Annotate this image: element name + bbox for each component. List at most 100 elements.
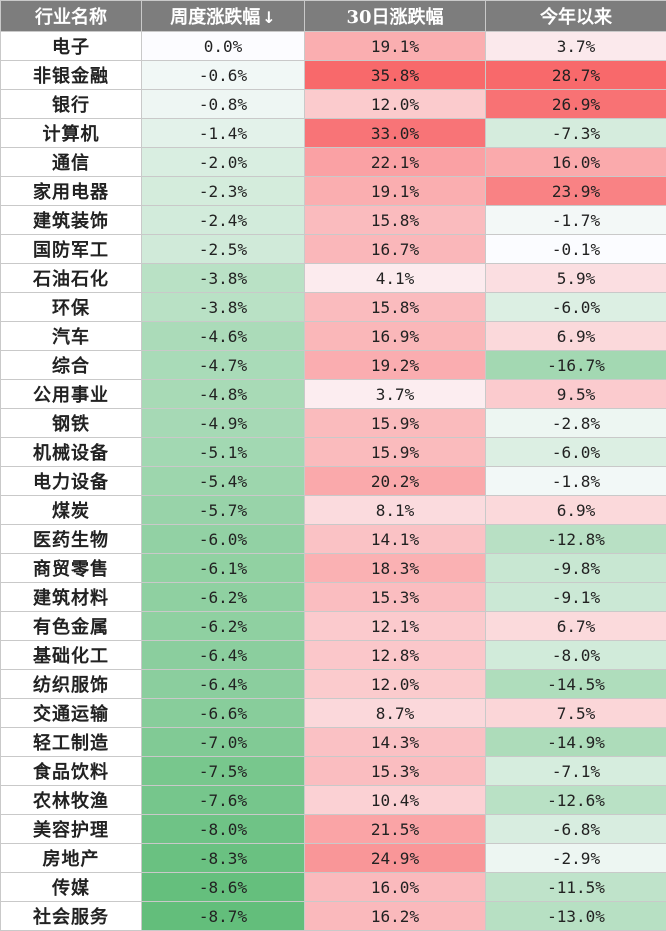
table-row: 交通运输-6.6%8.7%7.5% <box>1 699 666 728</box>
industry-name-cell: 家用电器 <box>1 177 142 206</box>
30day-change-cell: 14.3% <box>305 728 486 757</box>
table-row: 环保-3.8%15.8%-6.0% <box>1 293 666 322</box>
industry-name-cell: 环保 <box>1 293 142 322</box>
weekly-change-cell: -5.1% <box>142 438 305 467</box>
industry-name-cell: 轻工制造 <box>1 728 142 757</box>
industry-name-cell: 建筑装饰 <box>1 206 142 235</box>
ytd-change-cell: -6.0% <box>486 293 666 322</box>
sort-descending-icon[interactable]: ↓ <box>262 8 275 27</box>
ytd-change-cell: 3.7% <box>486 32 666 61</box>
table-row: 食品饮料-7.5%15.3%-7.1% <box>1 757 666 786</box>
industry-name-cell: 医药生物 <box>1 525 142 554</box>
industry-name-cell: 美容护理 <box>1 815 142 844</box>
30day-change-cell: 12.0% <box>305 670 486 699</box>
30day-change-cell: 20.2% <box>305 467 486 496</box>
30day-change-cell: 15.9% <box>305 409 486 438</box>
industry-name-cell: 综合 <box>1 351 142 380</box>
table-row: 银行-0.8%12.0%26.9% <box>1 90 666 119</box>
weekly-change-cell: -5.4% <box>142 467 305 496</box>
industry-name-cell: 银行 <box>1 90 142 119</box>
table-row: 医药生物-6.0%14.1%-12.8% <box>1 525 666 554</box>
table-row: 家用电器-2.3%19.1%23.9% <box>1 177 666 206</box>
ytd-change-cell: -16.7% <box>486 351 666 380</box>
weekly-change-cell: -7.0% <box>142 728 305 757</box>
ytd-change-cell: -14.9% <box>486 728 666 757</box>
industry-name-cell: 食品饮料 <box>1 757 142 786</box>
30day-change-cell: 15.8% <box>305 293 486 322</box>
30day-change-cell: 15.8% <box>305 206 486 235</box>
industry-name-cell: 通信 <box>1 148 142 177</box>
weekly-change-cell: -2.5% <box>142 235 305 264</box>
industry-name-cell: 商贸零售 <box>1 554 142 583</box>
industry-name-cell: 非银金融 <box>1 61 142 90</box>
header-industry-name[interactable]: 行业名称 <box>1 1 142 32</box>
table-row: 纺织服饰-6.4%12.0%-14.5% <box>1 670 666 699</box>
header-weekly-change[interactable]: 周度涨跌幅↓ <box>142 1 305 32</box>
weekly-change-cell: -2.3% <box>142 177 305 206</box>
table-row: 建筑材料-6.2%15.3%-9.1% <box>1 583 666 612</box>
header-ytd-change[interactable]: 今年以来 <box>486 1 666 32</box>
ytd-change-cell: 6.9% <box>486 322 666 351</box>
weekly-change-cell: -4.8% <box>142 380 305 409</box>
ytd-change-cell: 16.0% <box>486 148 666 177</box>
weekly-change-cell: -8.7% <box>142 902 305 931</box>
ytd-change-cell: -6.0% <box>486 438 666 467</box>
30day-change-cell: 22.1% <box>305 148 486 177</box>
30day-change-cell: 16.2% <box>305 902 486 931</box>
30day-change-cell: 33.0% <box>305 119 486 148</box>
ytd-change-cell: -12.6% <box>486 786 666 815</box>
weekly-change-cell: -0.6% <box>142 61 305 90</box>
weekly-change-cell: -7.6% <box>142 786 305 815</box>
30day-change-cell: 19.2% <box>305 351 486 380</box>
table-row: 美容护理-8.0%21.5%-6.8% <box>1 815 666 844</box>
ytd-change-cell: 26.9% <box>486 90 666 119</box>
30day-change-cell: 15.9% <box>305 438 486 467</box>
table-row: 汽车-4.6%16.9%6.9% <box>1 322 666 351</box>
table-row: 综合-4.7%19.2%-16.7% <box>1 351 666 380</box>
weekly-change-cell: -4.7% <box>142 351 305 380</box>
30day-change-cell: 3.7% <box>305 380 486 409</box>
30day-change-cell: 16.0% <box>305 873 486 902</box>
industry-name-cell: 农林牧渔 <box>1 786 142 815</box>
weekly-change-cell: -6.4% <box>142 641 305 670</box>
30day-change-cell: 15.3% <box>305 583 486 612</box>
table-row: 机械设备-5.1%15.9%-6.0% <box>1 438 666 467</box>
industry-name-cell: 房地产 <box>1 844 142 873</box>
ytd-change-cell: -11.5% <box>486 873 666 902</box>
table-row: 国防军工-2.5%16.7%-0.1% <box>1 235 666 264</box>
ytd-change-cell: -2.8% <box>486 409 666 438</box>
ytd-change-cell: 5.9% <box>486 264 666 293</box>
ytd-change-cell: -7.1% <box>486 757 666 786</box>
table-row: 建筑装饰-2.4%15.8%-1.7% <box>1 206 666 235</box>
weekly-change-cell: -4.9% <box>142 409 305 438</box>
ytd-change-cell: 23.9% <box>486 177 666 206</box>
industry-name-cell: 石油石化 <box>1 264 142 293</box>
table-row: 轻工制造-7.0%14.3%-14.9% <box>1 728 666 757</box>
30day-change-cell: 16.9% <box>305 322 486 351</box>
ytd-change-cell: -9.1% <box>486 583 666 612</box>
table-row: 传媒-8.6%16.0%-11.5% <box>1 873 666 902</box>
ytd-change-cell: 9.5% <box>486 380 666 409</box>
industry-name-cell: 公用事业 <box>1 380 142 409</box>
table-row: 煤炭-5.7%8.1%6.9% <box>1 496 666 525</box>
30day-change-cell: 21.5% <box>305 815 486 844</box>
header-30day-change[interactable]: 30日涨跌幅 <box>305 1 486 32</box>
30day-change-cell: 8.7% <box>305 699 486 728</box>
ytd-change-cell: 6.9% <box>486 496 666 525</box>
weekly-change-cell: -5.7% <box>142 496 305 525</box>
industry-name-cell: 纺织服饰 <box>1 670 142 699</box>
ytd-change-cell: 7.5% <box>486 699 666 728</box>
ytd-change-cell: -13.0% <box>486 902 666 931</box>
industry-name-cell: 机械设备 <box>1 438 142 467</box>
30day-change-cell: 4.1% <box>305 264 486 293</box>
table-row: 社会服务-8.7%16.2%-13.0% <box>1 902 666 931</box>
ytd-change-cell: 6.7% <box>486 612 666 641</box>
30day-change-cell: 14.1% <box>305 525 486 554</box>
industry-name-cell: 社会服务 <box>1 902 142 931</box>
30day-change-cell: 18.3% <box>305 554 486 583</box>
weekly-change-cell: -6.0% <box>142 525 305 554</box>
ytd-change-cell: 28.7% <box>486 61 666 90</box>
industry-name-cell: 钢铁 <box>1 409 142 438</box>
30day-change-cell: 19.1% <box>305 177 486 206</box>
